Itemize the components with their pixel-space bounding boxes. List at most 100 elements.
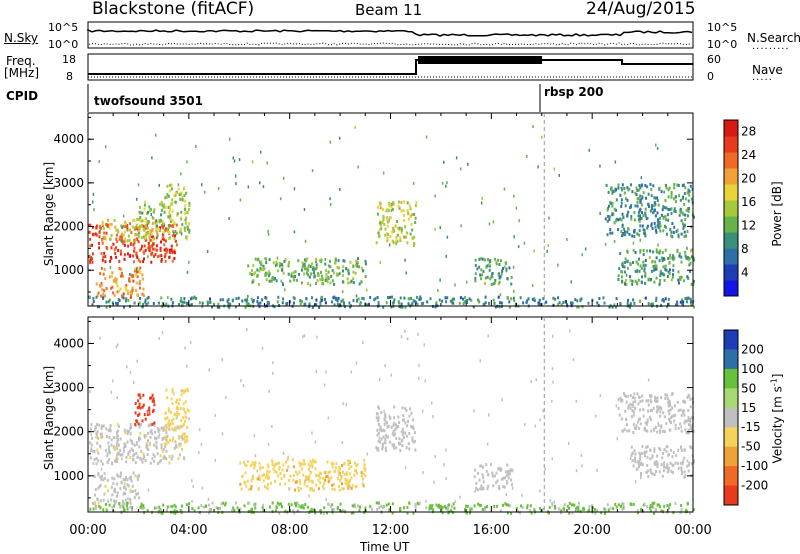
power-cell (379, 221, 382, 225)
velocity-cell (326, 474, 329, 478)
power-cell (395, 236, 398, 239)
power-cell (118, 289, 120, 293)
power-cell (138, 282, 141, 286)
velocity-cell (94, 488, 97, 492)
velocity-cell (566, 504, 569, 508)
power-cell (108, 226, 111, 230)
power-cell (301, 300, 303, 304)
power-cell (155, 219, 158, 223)
power-cell (626, 186, 629, 190)
power-cell (462, 302, 465, 306)
velocity-cell (153, 403, 156, 407)
velocity-cell (379, 428, 382, 432)
power-cell (623, 265, 626, 269)
velocity-cell (309, 464, 312, 468)
velocity-scatter-cell (551, 399, 553, 403)
power-scatter-cell (531, 284, 534, 288)
velocity-cell (107, 447, 110, 451)
velocity-cell (639, 399, 642, 403)
power-cell (252, 263, 255, 267)
power-cell (617, 278, 620, 281)
power-colorbar-segment (724, 152, 738, 169)
velocity-cell (98, 504, 101, 508)
velocity-cell (631, 415, 633, 419)
power-cell (250, 297, 253, 301)
velocity-cell (327, 471, 330, 475)
power-cell (164, 229, 167, 233)
velocity-cell (668, 412, 671, 416)
velocity-cell (142, 506, 145, 509)
power-cell (680, 275, 683, 279)
power-cell (639, 264, 642, 268)
power-cell (134, 238, 137, 242)
velocity-cell (665, 466, 667, 470)
velocity-cell (453, 506, 456, 510)
x-tick-label: 12:00 (372, 523, 409, 538)
velocity-cell (393, 421, 396, 425)
power-cell (674, 210, 677, 213)
velocity-cell (334, 466, 337, 470)
velocity-scatter-cell (521, 493, 523, 497)
power-cell (138, 231, 141, 235)
velocity-cell (146, 446, 149, 450)
velocity-cell (655, 410, 658, 414)
power-cell (122, 224, 125, 228)
power-cell (658, 186, 661, 190)
velocity-scatter-cell (581, 464, 583, 468)
power-cell (646, 216, 649, 220)
velocity-cell (387, 424, 390, 428)
power-cell (156, 220, 158, 224)
velocity-cell (687, 408, 690, 412)
velocity-scatter-cell (350, 370, 352, 374)
power-scatter-cell (151, 156, 153, 160)
velocity-cell (165, 438, 168, 442)
power-cell (484, 258, 486, 262)
velocity-cell (185, 503, 188, 507)
power-cell (329, 259, 331, 263)
power-cell (683, 235, 686, 238)
power-cell (155, 244, 158, 248)
power-cell (277, 269, 280, 273)
power-cell (435, 301, 438, 305)
power-cell (634, 191, 637, 195)
velocity-cell (540, 509, 543, 513)
velocity-cell (391, 502, 394, 506)
power-scatter-cell (656, 146, 659, 150)
power-cell (635, 186, 638, 190)
power-cell (324, 301, 327, 305)
power-scatter-cell (122, 214, 125, 218)
velocity-scatter-cell (378, 436, 381, 440)
velocity-cell (495, 481, 498, 484)
power-cell (268, 279, 271, 283)
power-cell (124, 225, 127, 229)
power-scatter-cell (267, 232, 270, 236)
velocity-cell (113, 501, 116, 505)
power-cell (675, 303, 677, 307)
velocity-cell (410, 411, 413, 415)
velocity-cell (339, 502, 342, 506)
power-cell (510, 282, 513, 286)
power-cell (660, 256, 663, 260)
power-cell (299, 302, 302, 306)
power-cell (562, 301, 565, 305)
power-cell (112, 279, 115, 283)
velocity-colorbar-segment (724, 407, 738, 428)
velocity-cell (377, 501, 380, 505)
power-cell (413, 235, 416, 239)
velocity-cell (677, 466, 680, 470)
velocity-cell (642, 408, 645, 412)
power-cell (181, 223, 184, 227)
power-cell (350, 279, 353, 283)
velocity-cell (89, 507, 92, 511)
velocity-cell (384, 446, 387, 450)
velocity-cell (395, 446, 398, 450)
power-cell (115, 246, 117, 250)
velocity-scatter-cell (254, 454, 257, 458)
power-cell (315, 303, 318, 307)
power-cell (270, 279, 273, 283)
velocity-cell (137, 414, 139, 417)
velocity-cell (402, 436, 405, 439)
velocity-cell (631, 409, 634, 413)
velocity-cell (680, 448, 683, 452)
